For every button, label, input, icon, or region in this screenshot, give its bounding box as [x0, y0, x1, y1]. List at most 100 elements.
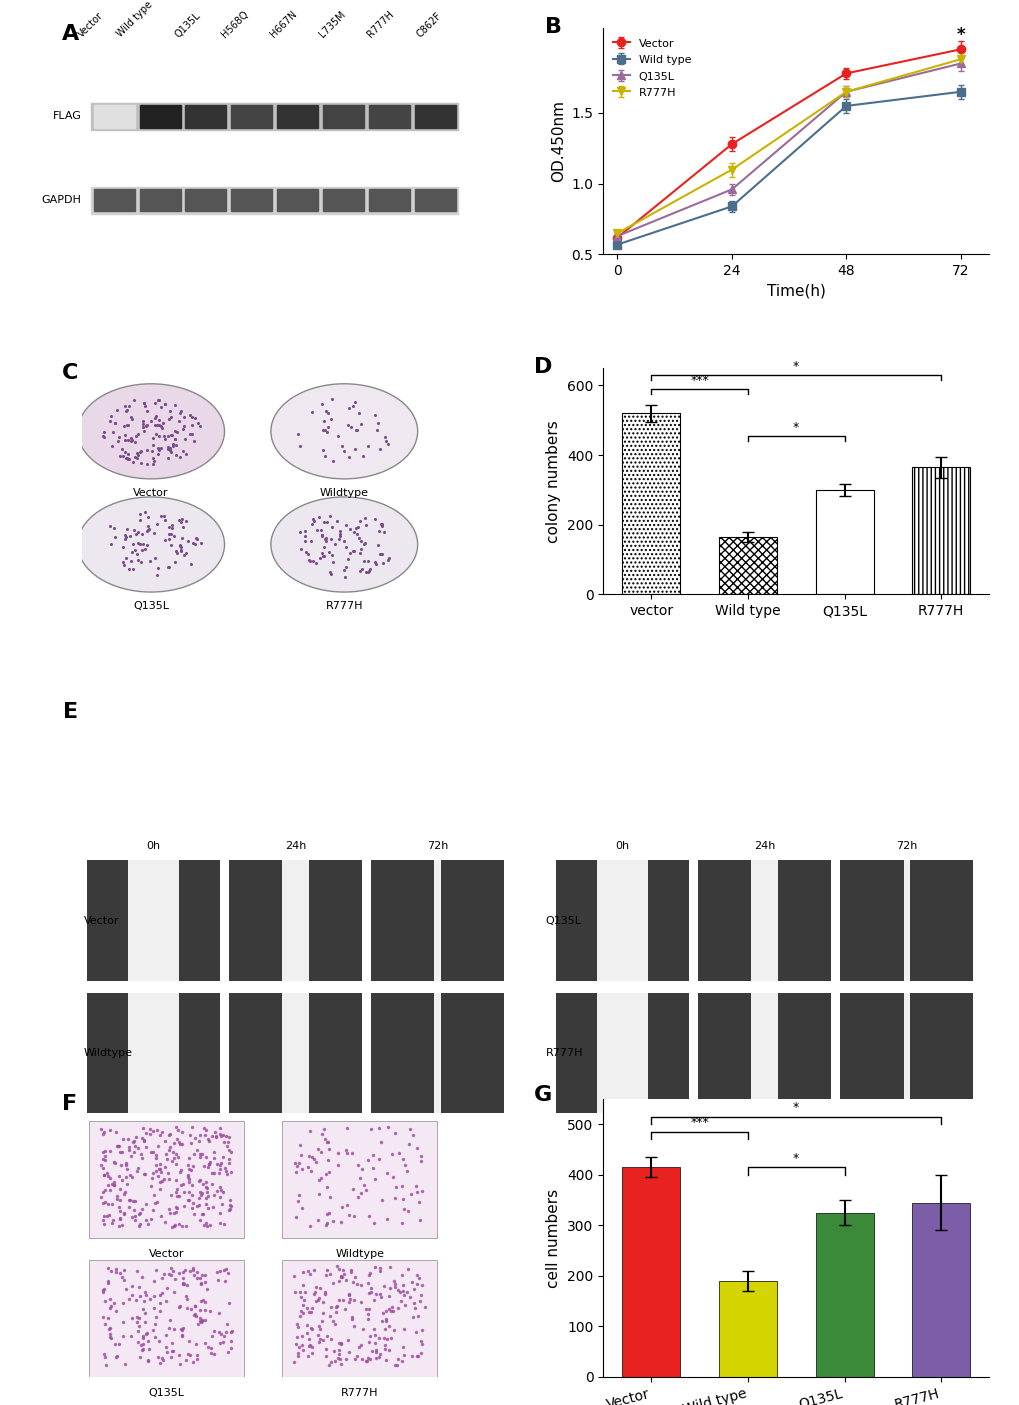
Bar — [371, 993, 434, 1113]
Bar — [277, 188, 318, 212]
Bar — [178, 993, 220, 1113]
Text: 24h: 24h — [284, 840, 306, 850]
Bar — [718, 537, 776, 594]
Text: Wildtype: Wildtype — [335, 1249, 384, 1259]
Text: E: E — [63, 702, 78, 722]
Text: 0h: 0h — [614, 840, 629, 850]
Bar — [140, 188, 180, 212]
Bar — [309, 993, 362, 1113]
Text: R777H: R777H — [365, 8, 395, 39]
Bar — [94, 188, 135, 212]
Bar — [815, 1213, 872, 1377]
Bar — [178, 860, 220, 981]
Text: F: F — [62, 1093, 77, 1114]
Bar — [751, 860, 777, 981]
Text: A: A — [62, 24, 79, 44]
Bar — [87, 860, 127, 981]
Ellipse shape — [77, 497, 224, 592]
Bar — [596, 860, 647, 981]
Text: *: * — [956, 25, 964, 44]
Bar — [185, 105, 226, 128]
Text: Vector: Vector — [133, 488, 169, 497]
Text: B: B — [544, 17, 561, 37]
Bar — [91, 187, 458, 214]
Bar — [228, 860, 282, 981]
Text: FLAG: FLAG — [53, 111, 82, 121]
Text: 24h: 24h — [753, 840, 774, 850]
Text: R777H: R777H — [545, 1048, 583, 1058]
Bar — [231, 105, 272, 128]
Bar — [647, 860, 689, 981]
Text: *: * — [793, 422, 799, 434]
Bar — [282, 860, 309, 981]
Text: *: * — [793, 360, 799, 374]
Bar — [596, 993, 647, 1113]
Text: C: C — [62, 364, 78, 384]
Bar — [777, 860, 830, 981]
Bar — [909, 860, 972, 981]
Bar — [777, 993, 830, 1113]
Bar — [751, 993, 777, 1113]
Bar — [323, 105, 364, 128]
Bar — [127, 860, 178, 981]
Bar — [94, 105, 135, 128]
Bar — [909, 993, 972, 1113]
Y-axis label: cell numbers: cell numbers — [546, 1189, 560, 1287]
Bar — [185, 188, 226, 212]
Text: Q135L: Q135L — [545, 916, 581, 926]
Bar — [440, 993, 503, 1113]
Text: 72h: 72h — [896, 840, 917, 850]
Text: H667N: H667N — [268, 8, 299, 39]
Bar — [91, 103, 458, 131]
Ellipse shape — [77, 384, 224, 479]
Bar — [127, 993, 178, 1113]
Bar — [697, 860, 751, 981]
Text: ***: *** — [690, 1117, 708, 1130]
Bar — [647, 993, 689, 1113]
Text: Vector: Vector — [84, 916, 119, 926]
Bar — [840, 993, 903, 1113]
Text: C862F: C862F — [415, 10, 443, 39]
Text: R777H: R777H — [325, 601, 363, 611]
Text: 0h: 0h — [146, 840, 160, 850]
Text: Vector: Vector — [149, 1249, 184, 1259]
Bar — [369, 188, 410, 212]
Bar — [622, 1168, 680, 1377]
Text: L735M: L735M — [317, 10, 346, 39]
Text: Q135L: Q135L — [149, 1388, 184, 1398]
Bar — [87, 993, 127, 1113]
Bar — [840, 860, 903, 981]
Text: Wild type: Wild type — [114, 0, 154, 39]
Bar — [282, 993, 309, 1113]
Text: Q135L: Q135L — [133, 601, 169, 611]
Bar — [440, 860, 503, 981]
Y-axis label: OD.450nm: OD.450nm — [550, 100, 566, 183]
Bar — [555, 860, 596, 981]
Ellipse shape — [271, 384, 417, 479]
Bar — [697, 993, 751, 1113]
Bar — [718, 1281, 776, 1377]
Bar — [323, 188, 364, 212]
Bar — [911, 468, 969, 594]
Text: G: G — [533, 1085, 551, 1106]
Bar — [911, 1203, 969, 1377]
Bar — [434, 860, 440, 981]
Legend: Vector, Wild type, Q135L, R777H: Vector, Wild type, Q135L, R777H — [608, 34, 695, 103]
Bar — [369, 105, 410, 128]
Bar — [277, 105, 318, 128]
Bar — [228, 993, 282, 1113]
Bar — [231, 188, 272, 212]
Bar — [434, 993, 440, 1113]
X-axis label: Time(h): Time(h) — [766, 284, 824, 299]
Bar — [622, 413, 680, 594]
Text: R777H: R777H — [340, 1388, 378, 1398]
Bar — [371, 860, 434, 981]
Text: H568Q: H568Q — [220, 8, 251, 39]
Bar — [309, 860, 362, 981]
Ellipse shape — [271, 497, 417, 592]
Text: 72h: 72h — [427, 840, 448, 850]
Text: GAPDH: GAPDH — [42, 195, 82, 205]
Text: *: * — [793, 1102, 799, 1114]
Text: Wildtype: Wildtype — [320, 488, 369, 497]
Bar — [415, 105, 455, 128]
